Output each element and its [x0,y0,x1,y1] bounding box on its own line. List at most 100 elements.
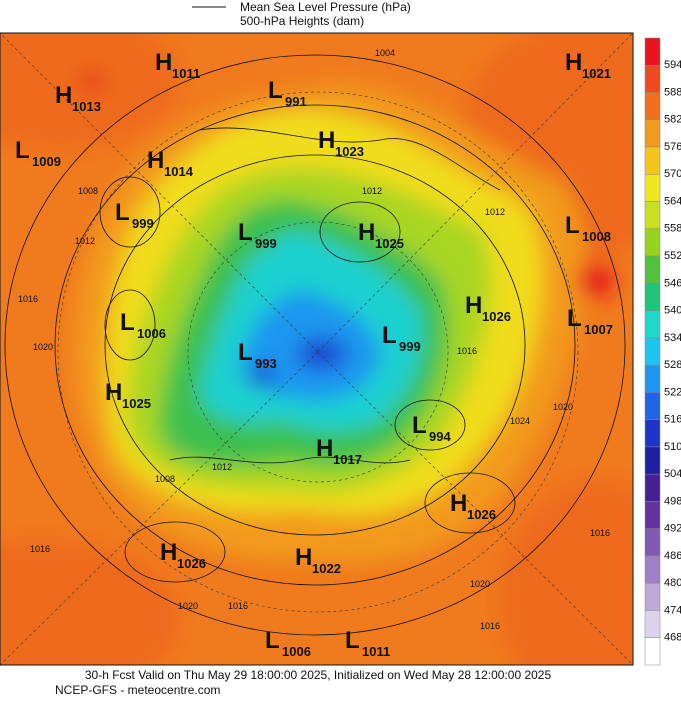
colorbar-label: 588 [664,86,681,98]
footer-line: NCEP-GFS - meteocentre.com [55,683,220,697]
colorbar-box [644,528,661,557]
center-letter: L [565,212,580,239]
colorbar-box [644,201,661,230]
center-letter: H [450,490,467,517]
isobar-label: 1016 [18,294,38,304]
isobar-label-group: 1004 1012 1008 1012 1016 1020 1012 1016 1020 1024… [18,48,610,631]
center-letter: H [160,539,177,566]
colorbar-label: 498 [664,495,681,507]
colorbar-label: 540 [664,305,681,317]
center-letter: H [147,147,164,174]
center-value: 1017 [333,452,362,467]
center-letter: L [238,339,253,366]
isobars [4,54,626,636]
colorbar-label: 480 [664,577,681,589]
colorbar-box [644,228,661,257]
center-letter: H [295,544,312,571]
center-value: 1009 [32,154,61,169]
legend-label: Mean Sea Level Pressure (hPa) [240,0,411,14]
center-letter: H [155,49,172,76]
center-letter: L [382,322,397,349]
isobar-label: 1016 [480,621,500,631]
isobar-label: 1016 [457,346,477,356]
colorbar-label: 510 [664,441,681,453]
isobar-label: 1016 [30,544,50,554]
center-value: 1026 [482,309,511,324]
colorbar-label: 492 [664,523,681,535]
colorbar-label: 516 [664,414,681,426]
center-value: 1013 [72,99,101,114]
center-letter: L [115,199,130,226]
colorbar-box [644,337,661,366]
center-letter: H [465,292,482,319]
colorbar-label: 576 [664,141,681,153]
isobar-label: 1008 [155,474,175,484]
center-letter: L [265,627,280,654]
graticule [0,33,633,665]
isobar-label: 1020 [553,402,573,412]
colorbar-label: 552 [664,250,681,262]
isobar-label: 1016 [590,528,610,538]
colorbar-label: 474 [664,604,681,616]
colorbar-box [644,65,661,93]
colorbar-box [644,146,661,175]
center-value: 999 [399,339,421,354]
colorbar-box [644,419,661,448]
center-letter: H [565,49,582,76]
colorbar-box [644,119,661,148]
colorbar-label: 558 [664,223,681,235]
colorbar-label: 504 [664,468,681,480]
center-value: 991 [285,94,307,109]
map-frame [0,32,634,666]
isobar-label: 1012 [212,462,232,472]
colorbar-label: 564 [664,195,681,207]
colorbar-label: 528 [664,359,681,371]
colorbar-label: 486 [664,550,681,562]
colorbar-box [644,637,661,666]
center-value: 1014 [164,164,194,179]
center-letter: H [105,379,122,406]
colorbar-box [644,283,661,311]
colorbar-label: 570 [664,168,681,180]
colorbar-label: 594 [664,59,681,71]
center-value: 1007 [584,322,613,337]
colorbar-box [644,92,661,121]
center-value: 1025 [122,396,151,411]
center-value: 1023 [335,144,364,159]
isobar-label: 1012 [485,207,505,217]
center-value: 1022 [312,561,341,576]
colorbar-box [644,364,661,393]
center-letter: H [55,82,72,109]
center-value: 999 [132,216,154,231]
center-value: 1021 [582,66,611,81]
colorbar-label: 468 [664,632,681,644]
center-value: 1008 [582,229,611,244]
center-value: 994 [429,429,451,444]
center-value: 1006 [282,644,311,659]
map-field: 1004 1012 1008 1012 1016 1020 1012 1016 1020 1024… [0,33,633,665]
isobar-label: 1012 [362,186,382,196]
colorbar-label: 522 [664,386,681,398]
isobar-label: 1012 [75,236,95,246]
center-letter: H [318,127,335,154]
colorbar-box [644,501,661,529]
isobar-label: 1024 [510,416,530,426]
center-value: 1011 [172,66,200,81]
colorbar-label: 534 [664,332,681,344]
colorbar-box [644,582,661,611]
colorbar-label: 582 [664,114,681,126]
center-letter: L [15,137,30,164]
center-value: 999 [255,236,277,251]
center-value: 1026 [467,507,496,522]
colorbar-box [644,310,661,339]
colorbar-box [644,37,661,66]
isobar-label: 1008 [78,186,98,196]
height-field [0,33,633,665]
center-letter: L [120,309,135,336]
center-value: 993 [255,356,277,371]
colorbar-label: 546 [664,277,681,289]
center-value: 1026 [177,556,206,571]
